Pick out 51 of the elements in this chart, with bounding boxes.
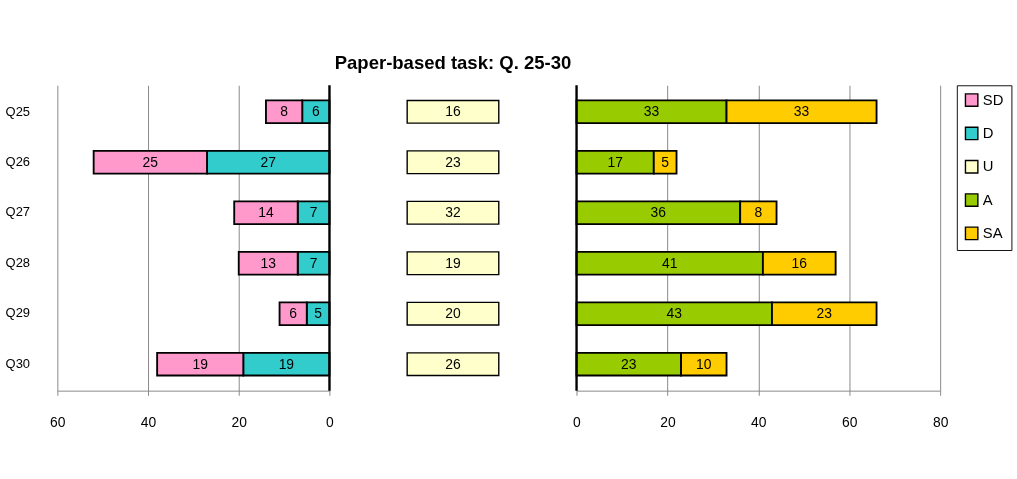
- x-tick-label: 0: [326, 414, 335, 431]
- text: Paper-based task: Q. 25-30: [334, 51, 572, 73]
- data-label: 16: [791, 254, 808, 271]
- data-label: 33: [793, 103, 810, 120]
- x-tick-label: 20: [660, 414, 676, 431]
- x-tick-label: 0: [573, 414, 582, 431]
- data-label: 10: [696, 355, 712, 372]
- data-label: 33: [643, 103, 660, 120]
- x-tick-label: 40: [140, 414, 157, 431]
- x-tick-label: 60: [50, 414, 66, 431]
- data-label: 5: [661, 153, 670, 170]
- y-tick-label: Q27: [5, 204, 31, 220]
- x-tick-label: 20: [231, 414, 248, 431]
- data-label: 32: [445, 204, 461, 221]
- x-tick-label: 80: [932, 414, 949, 431]
- data-label: 19: [278, 355, 295, 372]
- x-tick-label: 40: [751, 414, 767, 431]
- data-label: 6: [289, 305, 298, 322]
- data-label: 27: [260, 153, 277, 170]
- data-label: 43: [666, 305, 683, 322]
- data-label: 8: [280, 103, 289, 120]
- data-label: 23: [816, 305, 833, 322]
- data-label: 19: [445, 254, 461, 271]
- y-tick-label: Q29: [5, 305, 31, 321]
- data-label: 7: [309, 254, 318, 271]
- y-tick-label: Q30: [5, 355, 31, 371]
- legend-label: SD: [982, 91, 1004, 108]
- data-label: 36: [650, 204, 667, 221]
- legend-label: U: [982, 158, 994, 175]
- data-label: 17: [607, 153, 624, 170]
- y-tick-label: Q26: [5, 153, 31, 169]
- data-label: 8: [754, 204, 763, 221]
- data-label: 6: [311, 103, 320, 120]
- data-label: 7: [309, 204, 318, 221]
- data-label: 20: [445, 305, 461, 322]
- data-label: 25: [142, 153, 159, 170]
- y-tick-label: Q25: [5, 103, 31, 119]
- data-label: 26: [445, 355, 461, 372]
- x-tick-label: 60: [842, 414, 858, 431]
- data-label: 41: [661, 254, 678, 271]
- y-tick-label: Q28: [5, 254, 31, 270]
- data-label: 16: [445, 103, 461, 120]
- data-label: 14: [258, 204, 274, 221]
- data-label: 23: [445, 153, 461, 170]
- data-label: 19: [192, 355, 209, 372]
- data-label: 23: [621, 355, 637, 372]
- legend-label: D: [982, 125, 994, 142]
- legend-label: SA: [982, 224, 1003, 241]
- legend-label: A: [982, 191, 993, 208]
- data-label: 13: [260, 254, 277, 271]
- data-label: 5: [314, 305, 323, 322]
